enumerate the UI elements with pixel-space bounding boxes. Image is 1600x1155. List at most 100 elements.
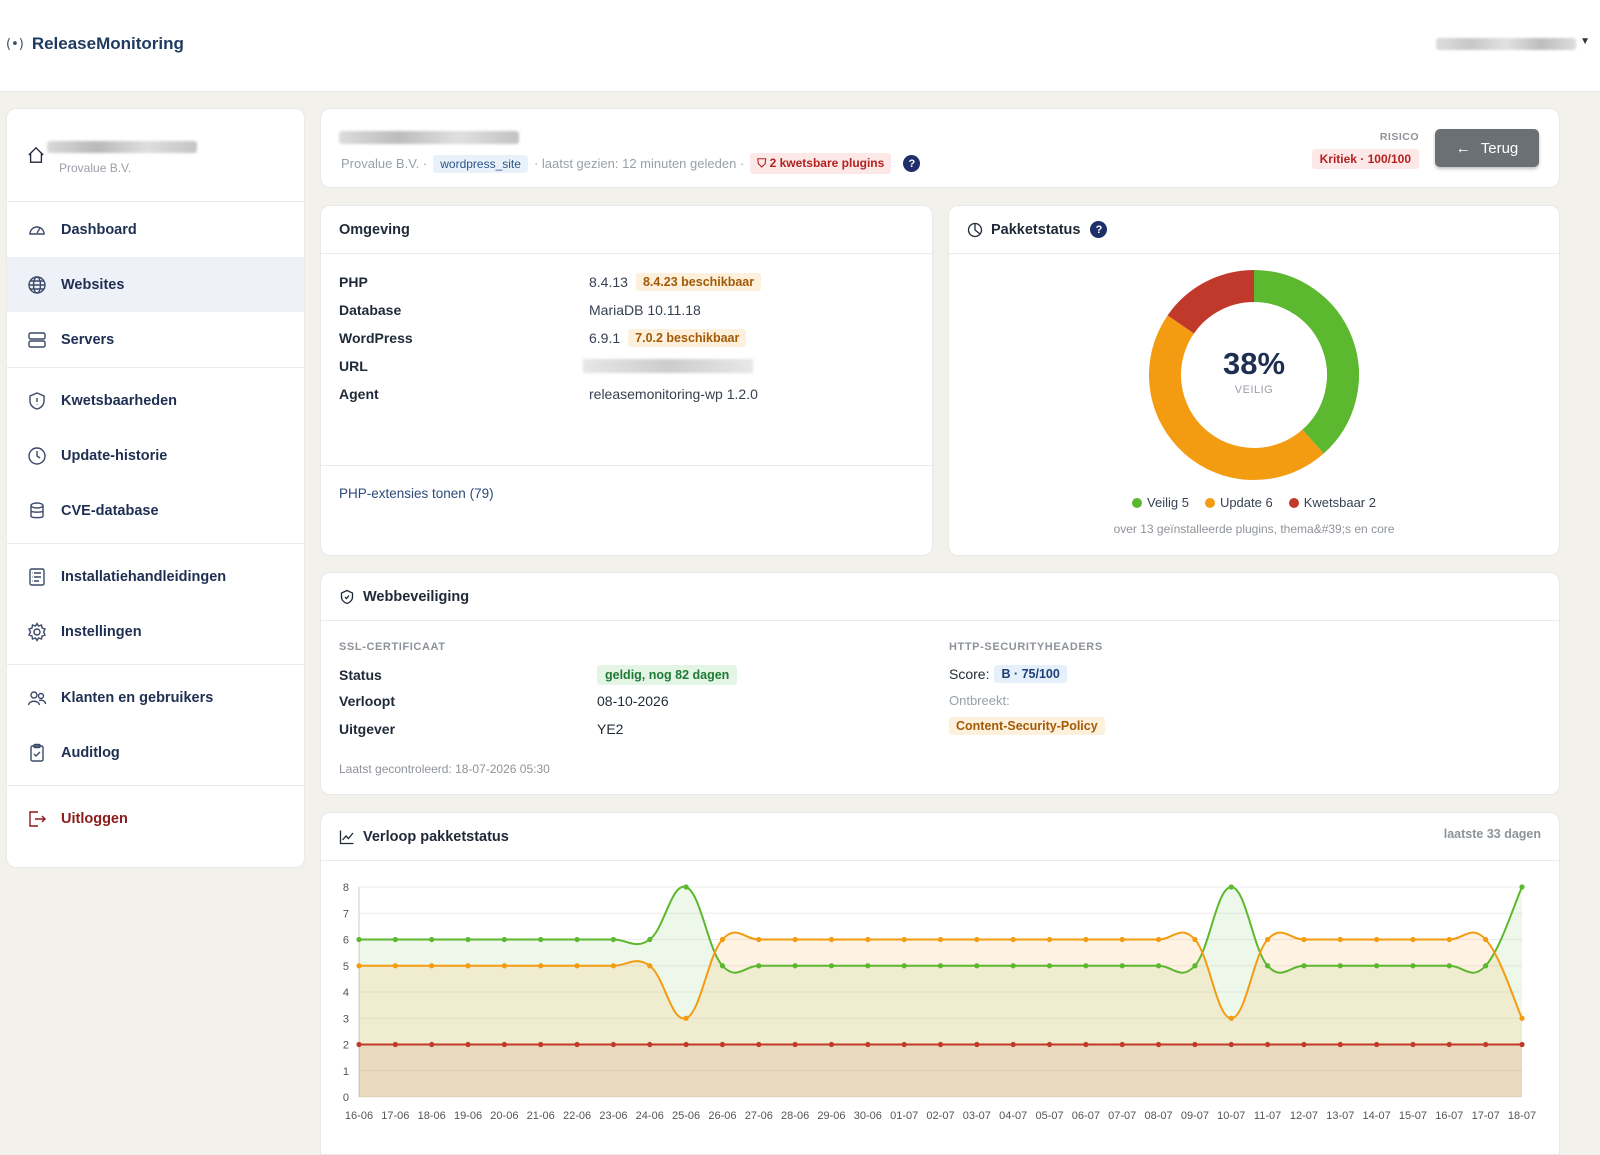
series-vulnerable-point[interactable]: [465, 1041, 471, 1048]
series-safe-point[interactable]: [647, 936, 653, 943]
sidebar-item-installatiehandleidingen[interactable]: Installatiehandleidingen: [7, 549, 304, 604]
sidebar-item-servers[interactable]: Servers: [7, 312, 304, 367]
series-safe-point[interactable]: [1374, 963, 1380, 969]
series-vulnerable-point[interactable]: [756, 1041, 762, 1048]
series-safe-point[interactable]: [538, 936, 544, 943]
series-vulnerable-point[interactable]: [719, 1041, 726, 1048]
series-safe-point[interactable]: [1337, 963, 1343, 969]
series-safe-point[interactable]: [1228, 884, 1234, 890]
series-safe-point[interactable]: [501, 936, 507, 943]
series-update-point[interactable]: [865, 936, 871, 943]
series-vulnerable-point[interactable]: [610, 1041, 617, 1048]
series-update-point[interactable]: [538, 963, 544, 969]
series-update-point[interactable]: [1228, 1015, 1234, 1021]
sidebar-item-update-historie[interactable]: Update-historie: [7, 428, 304, 483]
series-vulnerable-point[interactable]: [937, 1041, 944, 1048]
series-vulnerable-point[interactable]: [574, 1041, 580, 1048]
series-update-point[interactable]: [1083, 936, 1089, 943]
series-safe-point[interactable]: [1083, 963, 1089, 969]
series-safe-point[interactable]: [1483, 963, 1489, 969]
series-safe-point[interactable]: [1519, 884, 1525, 890]
series-safe-point[interactable]: [828, 963, 835, 969]
series-vulnerable-point[interactable]: [647, 1041, 653, 1048]
series-update-point[interactable]: [828, 936, 835, 943]
series-safe-point[interactable]: [574, 936, 580, 943]
series-vulnerable-point[interactable]: [1519, 1041, 1525, 1048]
sidebar-item-websites[interactable]: Websites: [7, 257, 304, 312]
series-vulnerable-point[interactable]: [1046, 1041, 1053, 1048]
series-safe-point[interactable]: [792, 963, 798, 969]
series-vulnerable-point[interactable]: [1446, 1041, 1452, 1048]
series-safe-point[interactable]: [937, 963, 944, 969]
php-extensions-link[interactable]: PHP-extensies tonen (79): [339, 486, 494, 501]
series-vulnerable-point[interactable]: [1301, 1041, 1307, 1048]
series-vulnerable-point[interactable]: [792, 1041, 798, 1048]
series-vulnerable-point[interactable]: [501, 1041, 507, 1048]
series-vulnerable-point[interactable]: [1337, 1041, 1343, 1048]
series-update-point[interactable]: [1519, 1015, 1525, 1021]
series-safe-point[interactable]: [719, 963, 726, 969]
series-safe-point[interactable]: [429, 936, 435, 943]
series-vulnerable-point[interactable]: [974, 1041, 980, 1048]
series-safe-point[interactable]: [865, 963, 871, 969]
series-update-point[interactable]: [1374, 936, 1380, 943]
series-update-point[interactable]: [756, 936, 762, 943]
series-update-point[interactable]: [647, 963, 653, 969]
brand[interactable]: (•) ReleaseMonitoring: [6, 34, 184, 54]
series-safe-point[interactable]: [1192, 963, 1198, 969]
series-safe-point[interactable]: [1010, 963, 1016, 969]
sidebar-item-auditlog[interactable]: Auditlog: [7, 725, 304, 780]
series-vulnerable-point[interactable]: [901, 1041, 907, 1048]
series-vulnerable-point[interactable]: [356, 1041, 362, 1048]
series-update-point[interactable]: [1301, 936, 1307, 943]
series-update-point[interactable]: [683, 1015, 689, 1021]
series-vulnerable-point[interactable]: [1410, 1041, 1416, 1048]
caret-down-icon[interactable]: ▼: [1580, 36, 1590, 47]
site-url[interactable]: [583, 359, 753, 373]
series-update-point[interactable]: [1192, 936, 1198, 943]
series-update-point[interactable]: [356, 963, 362, 969]
sidebar-item-uitloggen[interactable]: Uitloggen: [7, 791, 304, 846]
series-safe-point[interactable]: [1119, 963, 1125, 969]
series-update-point[interactable]: [574, 963, 580, 969]
sidebar-item-dashboard[interactable]: Dashboard: [7, 202, 304, 257]
series-vulnerable-point[interactable]: [392, 1041, 398, 1048]
series-update-point[interactable]: [1410, 936, 1416, 943]
series-vulnerable-point[interactable]: [865, 1041, 871, 1048]
series-update-point[interactable]: [1155, 936, 1162, 943]
series-update-point[interactable]: [1483, 936, 1489, 943]
series-vulnerable-point[interactable]: [1264, 1041, 1271, 1048]
series-vulnerable-point[interactable]: [1083, 1041, 1089, 1048]
sidebar-item-instellingen[interactable]: Instellingen: [7, 604, 304, 659]
series-vulnerable-point[interactable]: [1192, 1041, 1198, 1048]
series-safe-point[interactable]: [974, 963, 980, 969]
series-safe-point[interactable]: [1264, 963, 1271, 969]
series-update-point[interactable]: [1119, 936, 1125, 943]
series-update-point[interactable]: [1337, 936, 1343, 943]
help-icon[interactable]: ?: [903, 155, 921, 172]
series-vulnerable-point[interactable]: [1483, 1041, 1489, 1048]
help-icon[interactable]: ?: [1090, 221, 1108, 238]
back-button[interactable]: ← Terug: [1435, 129, 1539, 167]
series-safe-point[interactable]: [1046, 963, 1053, 969]
series-update-point[interactable]: [974, 936, 980, 943]
sidebar-item-klanten[interactable]: Klanten en gebruikers: [7, 670, 304, 725]
series-vulnerable-point[interactable]: [828, 1041, 835, 1048]
series-vulnerable-point[interactable]: [1228, 1041, 1234, 1048]
series-update-point[interactable]: [792, 936, 798, 943]
series-vulnerable-point[interactable]: [429, 1041, 435, 1048]
series-safe-point[interactable]: [356, 936, 362, 943]
series-safe-point[interactable]: [1155, 963, 1162, 969]
sidebar-item-kwetsbaarheden[interactable]: Kwetsbaarheden: [7, 373, 304, 428]
series-vulnerable-point[interactable]: [1119, 1041, 1125, 1048]
series-update-point[interactable]: [465, 963, 471, 969]
series-safe-point[interactable]: [1410, 963, 1416, 969]
series-vulnerable-point[interactable]: [1155, 1041, 1162, 1048]
series-safe-point[interactable]: [756, 963, 762, 969]
series-update-point[interactable]: [901, 936, 907, 943]
vulnerable-plugins-badge[interactable]: ⛉ 2 kwetsbare plugins: [750, 153, 892, 174]
series-vulnerable-point[interactable]: [683, 1041, 689, 1048]
sidebar-item-cve-database[interactable]: CVE-database: [7, 483, 304, 538]
series-vulnerable-point[interactable]: [1374, 1041, 1380, 1048]
series-vulnerable-point[interactable]: [538, 1041, 544, 1048]
